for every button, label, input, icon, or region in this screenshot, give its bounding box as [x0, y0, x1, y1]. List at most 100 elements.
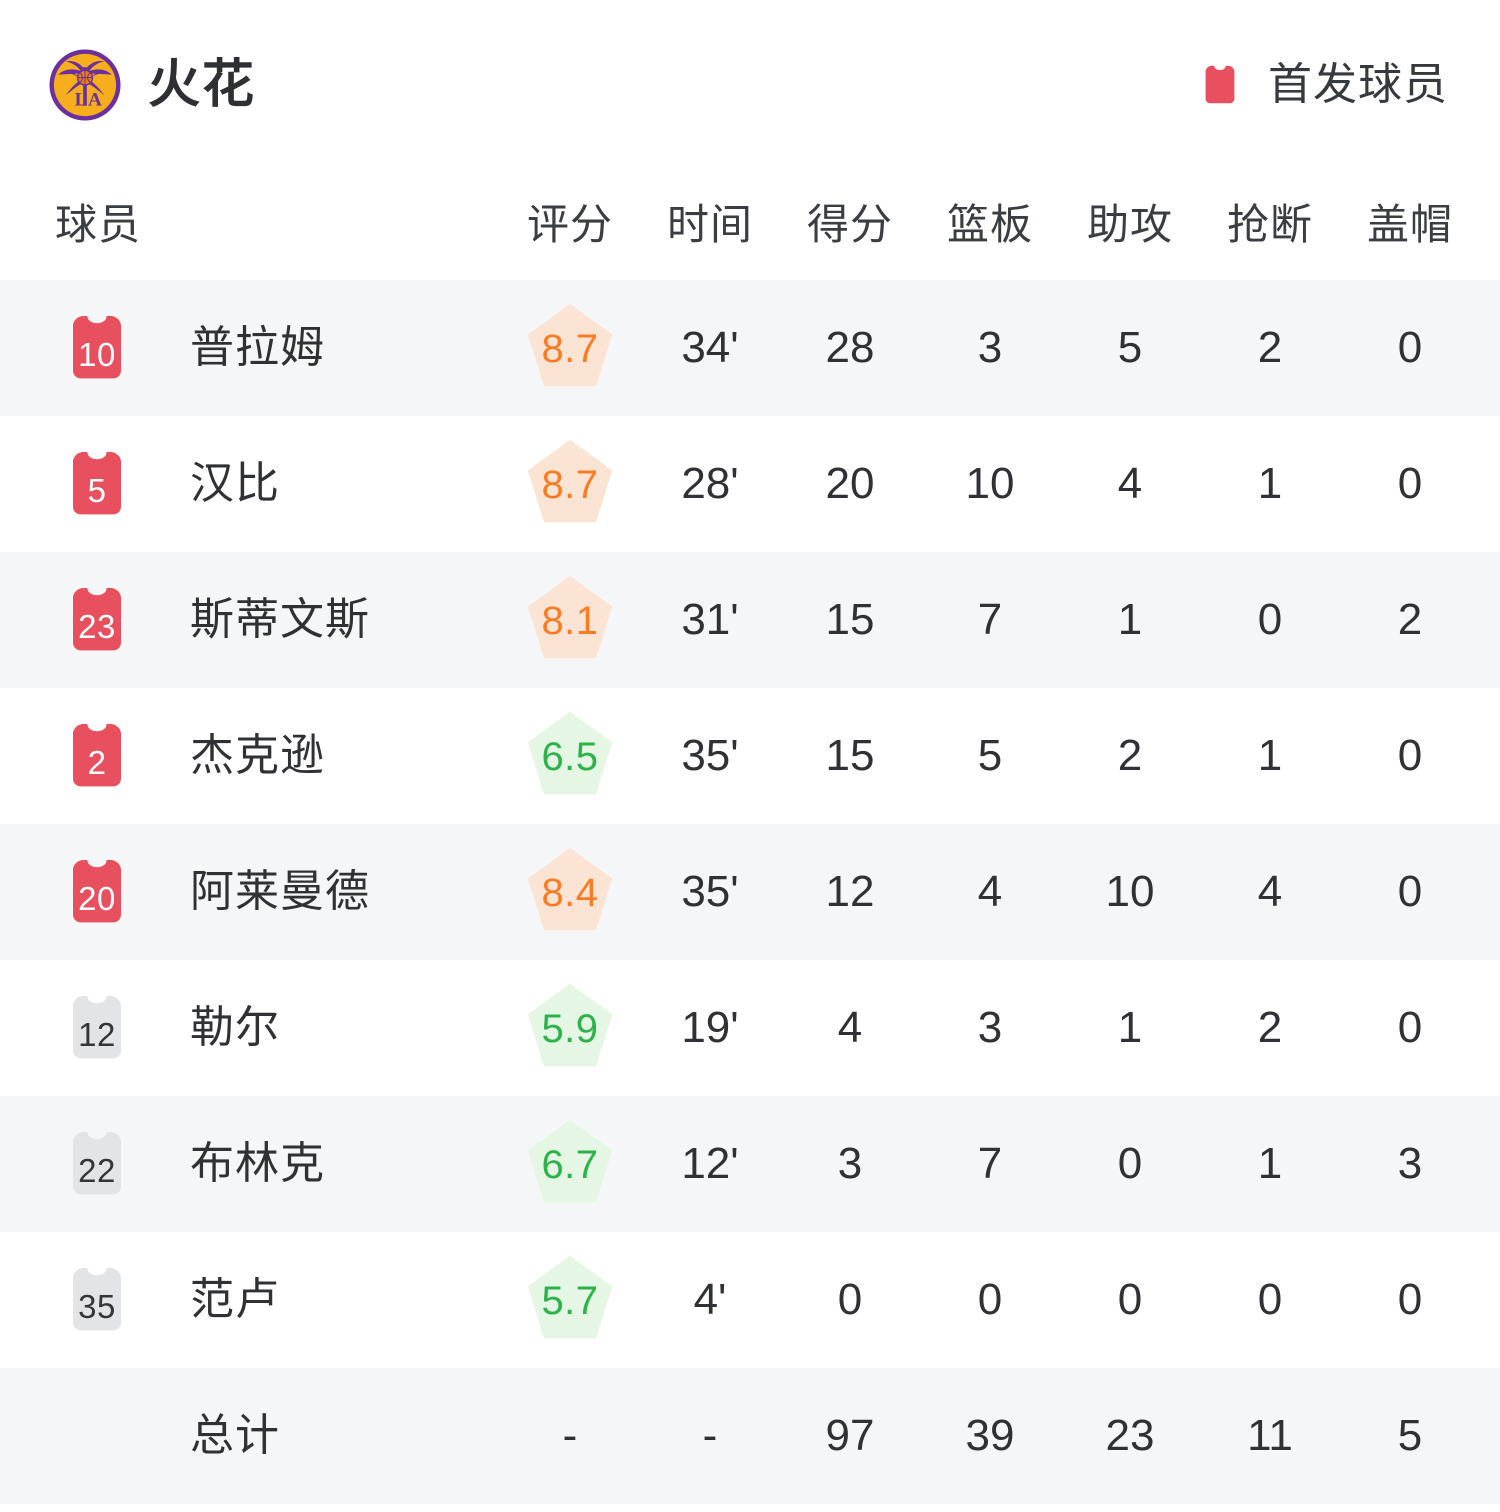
- table-row[interactable]: 2 杰克逊 6.5 35' 15 5 2 1 0: [0, 688, 1500, 824]
- steals-cell: 2: [1257, 1003, 1283, 1052]
- minutes-cell: 4': [693, 1275, 727, 1324]
- points-cell: 0: [837, 1275, 863, 1324]
- jersey-icon: 20: [57, 852, 137, 932]
- rebounds-cell: 3: [977, 323, 1003, 372]
- rating-value: 5.9: [541, 1007, 599, 1051]
- rating-badge: 5.7: [522, 1252, 618, 1348]
- rating-value: 6.5: [541, 735, 599, 779]
- rating-cell: 5.9: [500, 960, 640, 1096]
- table-row[interactable]: 35 范卢 5.7 4' 0 0 0 0 0: [0, 1232, 1500, 1368]
- player-name: 范卢: [190, 1275, 280, 1324]
- totals-cell-assists: 23: [1105, 1411, 1155, 1460]
- assists-cell: 0: [1117, 1139, 1143, 1188]
- jersey-number: 2: [87, 744, 107, 781]
- player-name: 勒尔: [190, 1003, 280, 1052]
- player-cell[interactable]: 22 布林克: [0, 1096, 500, 1232]
- totals-label-cell: 总计: [0, 1368, 500, 1504]
- rating-badge: 6.7: [522, 1116, 618, 1212]
- svg-text:A: A: [88, 90, 102, 111]
- column-label-player: 球员: [55, 201, 142, 248]
- rating-cell: 5.7: [500, 1232, 640, 1368]
- points-cell: 15: [825, 731, 875, 780]
- points-cell: 12: [825, 867, 875, 916]
- rating-cell: 8.7: [500, 280, 640, 416]
- points-cell: 4: [837, 1003, 863, 1052]
- blocks-cell: 0: [1397, 323, 1423, 372]
- rating-badge: 8.1: [522, 572, 618, 668]
- player-cell[interactable]: 2 杰克逊: [0, 688, 500, 824]
- points-cell: 15: [825, 595, 875, 644]
- player-cell[interactable]: 10 普拉姆: [0, 280, 500, 416]
- steals-cell: 1: [1257, 1139, 1283, 1188]
- rebounds-cell: 7: [977, 595, 1003, 644]
- player-name: 杰克逊: [190, 731, 325, 780]
- player-cell[interactable]: 5 汉比: [0, 416, 500, 552]
- jersey-number: 22: [78, 1152, 116, 1189]
- points-cell: 28: [825, 323, 875, 372]
- table-row[interactable]: 12 勒尔 5.9 19' 4 3 1 2 0: [0, 960, 1500, 1096]
- assists-cell: 2: [1117, 731, 1143, 780]
- jersey-icon: 10: [57, 308, 137, 388]
- steals-cell: 1: [1257, 731, 1283, 780]
- totals-cell-rating: -: [500, 1368, 640, 1504]
- box-score-table: 球员 评分 时间 得分 篮板 助攻 抢断 盖帽 10 普拉姆 8.7 34' 28 3 5 2…: [0, 170, 1500, 1504]
- starters-legend-label: 首发球员: [1268, 60, 1448, 109]
- blocks-cell: 2: [1397, 595, 1423, 644]
- rating-value: 8.1: [541, 599, 599, 643]
- totals-cell-rebounds: 39: [965, 1411, 1015, 1460]
- rebounds-cell: 5: [977, 731, 1003, 780]
- blocks-cell: 3: [1397, 1139, 1423, 1188]
- player-cell[interactable]: 23 斯蒂文斯: [0, 552, 500, 688]
- jersey-icon: 2: [57, 716, 137, 796]
- minutes-cell: 35': [681, 731, 739, 780]
- totals-row: 总计 - - 97 39 23 11 5: [0, 1368, 1500, 1504]
- table-row[interactable]: 23 斯蒂文斯 8.1 31' 15 7 1 0 2: [0, 552, 1500, 688]
- blocks-cell: 0: [1397, 731, 1423, 780]
- assists-cell: 5: [1117, 323, 1143, 372]
- jersey-number: 20: [78, 880, 116, 917]
- totals-minutes-value: -: [702, 1411, 718, 1460]
- rebounds-cell: 10: [965, 459, 1015, 508]
- jersey-number: 23: [78, 608, 116, 645]
- jersey-icon: 12: [57, 988, 137, 1068]
- rating-value: 6.7: [541, 1143, 599, 1187]
- table-row[interactable]: 5 汉比 8.7 28' 20 10 4 1 0: [0, 416, 1500, 552]
- minutes-cell: 35': [681, 867, 739, 916]
- assists-cell: 0: [1117, 1275, 1143, 1324]
- rating-badge: 5.9: [522, 980, 618, 1076]
- header-cell-player: 球员: [0, 170, 500, 280]
- table-body: 10 普拉姆 8.7 34' 28 3 5 2 0 5 汉比 8.7 28' 20 10 4 1 0 23 斯蒂文斯 8…: [0, 280, 1500, 1368]
- rebounds-cell: 4: [977, 867, 1003, 916]
- table-row[interactable]: 22 布林克 6.7 12' 3 7 0 1 3: [0, 1096, 1500, 1232]
- player-cell[interactable]: 20 阿莱曼德: [0, 824, 500, 960]
- steals-cell: 4: [1257, 867, 1283, 916]
- rating-value: 5.7: [541, 1279, 599, 1323]
- minutes-cell: 34': [681, 323, 739, 372]
- rating-badge: 8.7: [522, 436, 618, 532]
- minutes-cell: 19': [681, 1003, 739, 1052]
- minutes-cell: 28': [681, 459, 739, 508]
- player-cell[interactable]: 35 范卢: [0, 1232, 500, 1368]
- table-row[interactable]: 20 阿莱曼德 8.4 35' 12 4 10 4 0: [0, 824, 1500, 960]
- player-cell[interactable]: 12 勒尔: [0, 960, 500, 1096]
- jersey-icon: 22: [57, 1124, 137, 1204]
- points-cell: 3: [837, 1139, 863, 1188]
- table-row[interactable]: 10 普拉姆 8.7 34' 28 3 5 2 0: [0, 280, 1500, 416]
- team-name: 火花: [148, 56, 257, 114]
- steals-cell: 2: [1257, 323, 1283, 372]
- totals-cell-steals: 11: [1247, 1411, 1293, 1460]
- totals-cell-blocks: 5: [1397, 1411, 1423, 1460]
- steals-cell: 1: [1257, 459, 1283, 508]
- steals-cell: 0: [1257, 595, 1283, 644]
- header-cell-steals: 抢断: [1226, 201, 1313, 248]
- rebounds-cell: 0: [977, 1275, 1003, 1324]
- blocks-cell: 0: [1397, 1275, 1423, 1324]
- header-cell-minutes: 时间: [666, 201, 753, 248]
- header-cell-rebounds: 篮板: [946, 201, 1033, 248]
- jersey-icon: [1196, 61, 1244, 109]
- svg-text:L: L: [75, 90, 88, 111]
- team-identity: L A 火花: [48, 48, 256, 122]
- blocks-cell: 0: [1397, 459, 1423, 508]
- rebounds-cell: 3: [977, 1003, 1003, 1052]
